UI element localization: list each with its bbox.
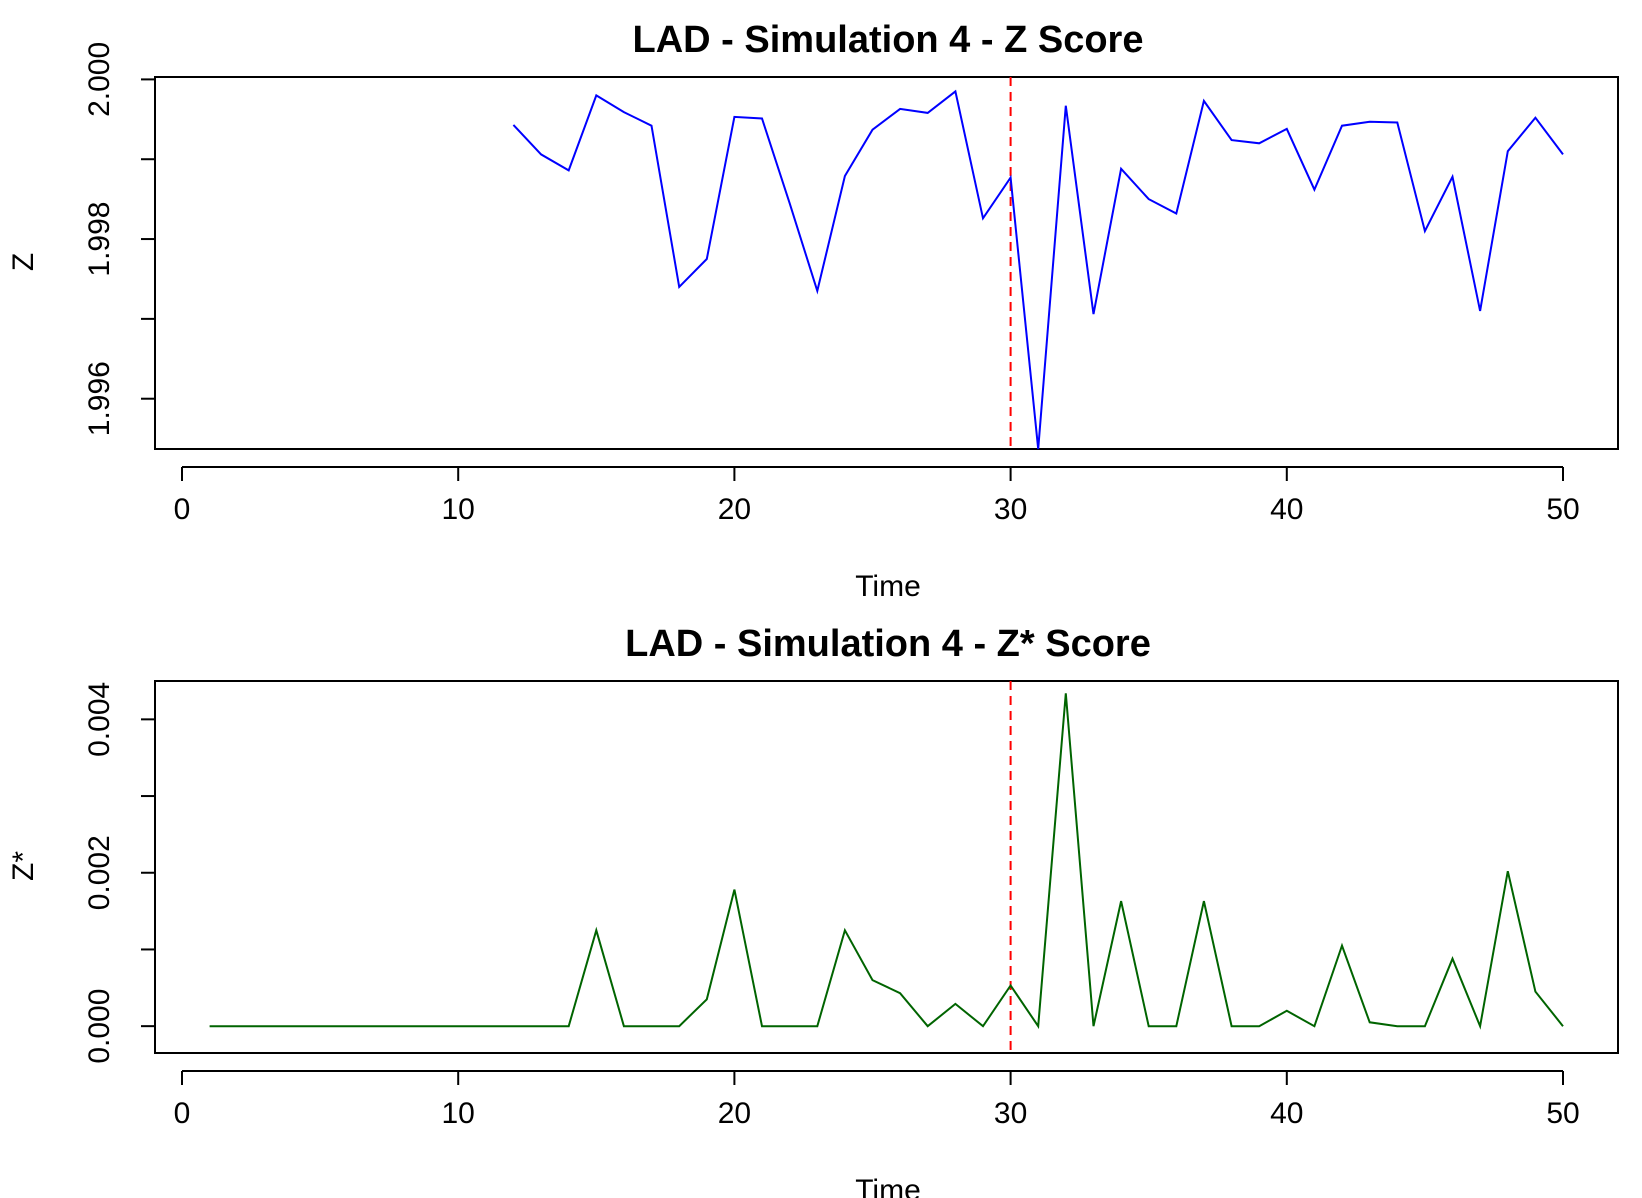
y-tick-label: 0.000	[83, 989, 116, 1064]
x-tick-label: 30	[994, 493, 1027, 526]
chart-panel-zstar: LAD - Simulation 4 - Z* Score Z* Time 0 1…	[7, 623, 1619, 1198]
chart-title: LAD - Simulation 4 - Z* Score	[625, 623, 1151, 665]
chart-title: LAD - Simulation 4 - Z Score	[633, 19, 1144, 61]
x-tick-label: 40	[1270, 1097, 1303, 1130]
x-tick-label: 20	[718, 493, 751, 526]
x-axis-label: Time	[855, 570, 921, 603]
y-axis-label: Z*	[7, 851, 40, 881]
y-axis: 1.996 1.998 2.000	[83, 42, 156, 436]
x-axis: 0 10 20 30 40 50	[174, 1070, 1580, 1130]
y-tick-label: 0.004	[83, 682, 116, 757]
x-tick-label: 10	[442, 1097, 475, 1130]
y-tick-label: 1.996	[83, 361, 116, 436]
x-tick-label: 40	[1270, 493, 1303, 526]
series-line	[209, 693, 1564, 1030]
chart-panel-z: LAD - Simulation 4 - Z Score Z Time 0 10 2…	[7, 19, 1619, 603]
x-tick-label: 30	[994, 1097, 1027, 1130]
x-tick-label: 20	[718, 1097, 751, 1130]
x-tick-label: 10	[442, 493, 475, 526]
x-tick-label: 50	[1546, 493, 1579, 526]
x-axis: 0 10 20 30 40 50	[174, 466, 1580, 526]
x-tick-label: 0	[174, 493, 191, 526]
series-line	[512, 89, 1564, 450]
x-tick-label: 50	[1546, 1097, 1579, 1130]
x-axis-label: Time	[855, 1174, 921, 1198]
y-tick-label: 0.002	[83, 835, 116, 910]
y-tick-label: 1.998	[83, 202, 116, 277]
series-marks	[512, 77, 1564, 450]
y-axis: 0.000 0.002 0.004	[83, 682, 156, 1064]
x-tick-label: 0	[174, 1097, 191, 1130]
series-marks	[209, 681, 1564, 1053]
y-tick-label: 2.000	[83, 42, 116, 117]
y-axis-label: Z	[7, 253, 40, 271]
